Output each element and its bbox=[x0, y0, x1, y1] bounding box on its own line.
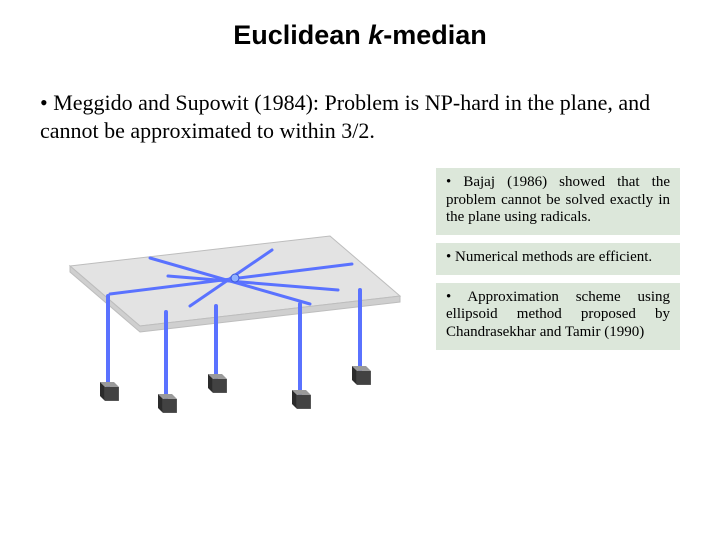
side-block-0: • Bajaj (1986) showed that the problem c… bbox=[436, 168, 680, 235]
lead-bullet: • Meggido and Supowit (1984): Problem is… bbox=[40, 89, 680, 144]
side-column: • Bajaj (1986) showed that the problem c… bbox=[436, 168, 680, 350]
diagram-container bbox=[40, 168, 430, 421]
content-row: • Bajaj (1986) showed that the problem c… bbox=[40, 168, 680, 421]
title-italic: k bbox=[368, 20, 383, 50]
side-block-1: • Numerical methods are efficient. bbox=[436, 243, 680, 275]
platform-diagram bbox=[40, 176, 430, 416]
title-pre: Euclidean bbox=[233, 20, 368, 50]
side-block-2: • Approximation scheme using ellipsoid m… bbox=[436, 283, 680, 350]
page-title: Euclidean k-median bbox=[40, 20, 680, 51]
title-post: -median bbox=[383, 20, 487, 50]
